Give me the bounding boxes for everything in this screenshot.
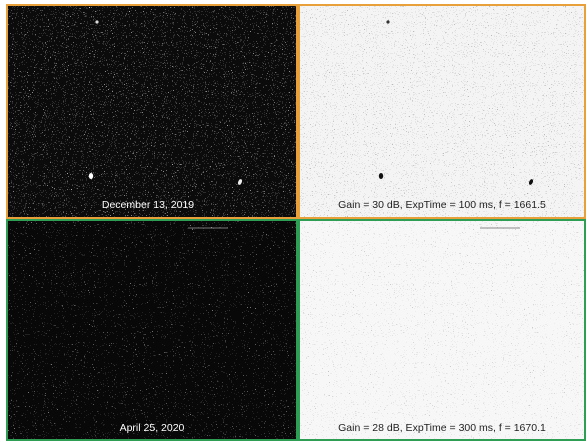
caption: December 13, 2019 bbox=[102, 199, 194, 211]
caption: Gain = 30 dB, ExpTime = 100 ms, f = 1661… bbox=[338, 199, 546, 211]
caption: April 25, 2020 bbox=[120, 422, 185, 434]
panel-bottom-left: April 25, 2020 bbox=[7, 220, 297, 440]
figure: December 13, 2019 Gain = 30 dB, ExpTime … bbox=[0, 0, 587, 442]
panel-top-right: Gain = 30 dB, ExpTime = 100 ms, f = 1661… bbox=[299, 5, 585, 218]
panel-top-left: December 13, 2019 bbox=[7, 5, 297, 218]
caption: Gain = 28 dB, ExpTime = 300 ms, f = 1670… bbox=[338, 422, 546, 434]
panel-bottom-right: Gain = 28 dB, ExpTime = 300 ms, f = 1670… bbox=[299, 220, 585, 440]
